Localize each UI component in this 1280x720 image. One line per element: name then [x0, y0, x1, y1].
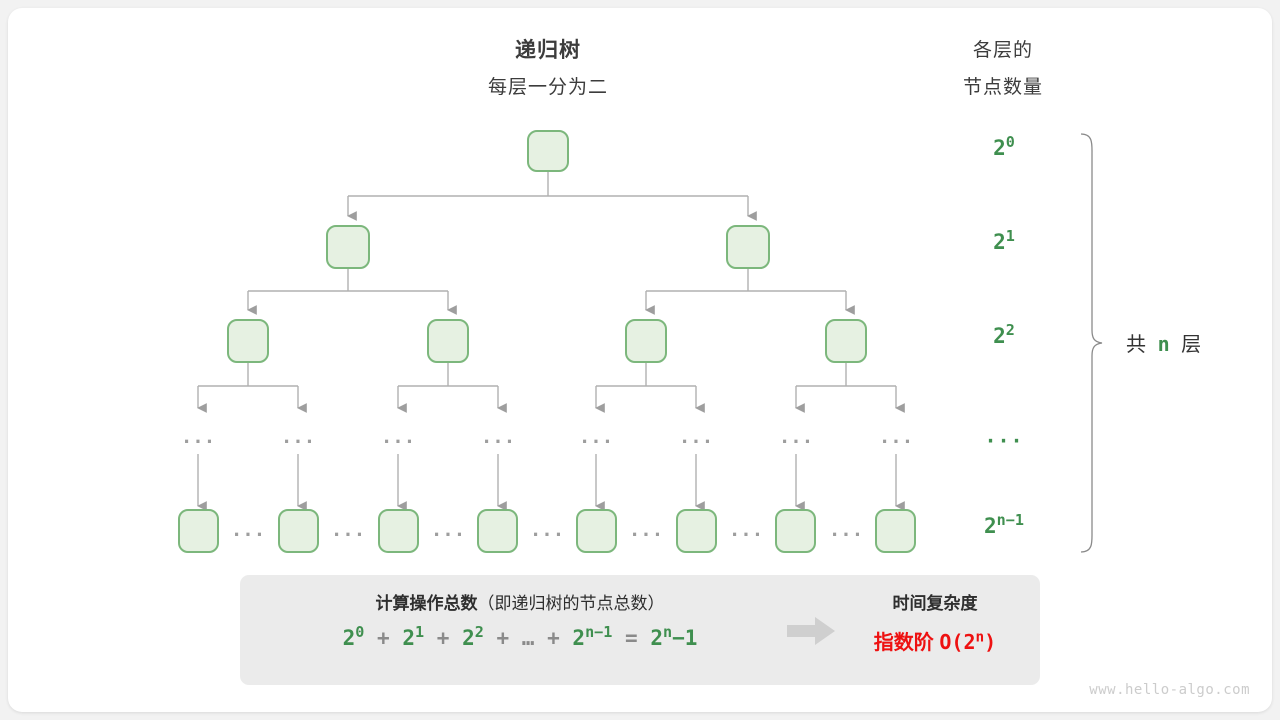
formula-term-1: 21 [402, 623, 425, 650]
svg-text:···: ··· [181, 431, 215, 453]
summary-right-value: 指数阶 O(2n) [840, 626, 1030, 655]
tree-node [178, 509, 219, 553]
tree-node [825, 319, 867, 363]
tree-node [527, 130, 569, 172]
total-layers-prefix: 共 [1126, 334, 1149, 356]
complexity-notation: O(2n) [939, 629, 997, 654]
svg-text:···: ··· [729, 524, 763, 546]
level-count-last: 2n−1 [984, 511, 1024, 538]
tree-nodes [178, 130, 916, 553]
formula-plus-0: + [377, 626, 390, 650]
level-count-1: 21 [993, 227, 1015, 254]
formula-result: 2n−1 [650, 623, 698, 650]
layer-count-brace [1080, 133, 1103, 553]
svg-text:···: ··· [431, 524, 465, 546]
tree-connectors [197, 170, 905, 511]
complexity-class-label: 指数阶 [873, 632, 934, 654]
watermark: www.hello-algo.com [1089, 682, 1250, 698]
formula-plus-2: + [496, 626, 510, 650]
svg-text:···: ··· [481, 431, 515, 453]
tree-node [227, 319, 269, 363]
svg-text:···: ··· [281, 431, 315, 453]
formula-term-0: 20 [342, 623, 365, 650]
svg-text:···: ··· [629, 524, 663, 546]
formula-equals: = [625, 626, 638, 650]
formula-plus-1: + [436, 626, 450, 650]
level-count-ellipsis: ··· [984, 429, 1024, 453]
svg-text:···: ··· [381, 431, 415, 453]
total-layers-label: 共 n 层 [1126, 328, 1204, 357]
tree-node [875, 509, 916, 553]
summary-left-block: 计算操作总数（即递归树的节点总数） 20 + 21 + 22 + … + 2n−… [260, 589, 780, 650]
tree-node [477, 509, 518, 553]
summary-left-title-paren: （即递归树的节点总数） [477, 594, 665, 613]
tree-node [775, 509, 816, 553]
summary-formula: 20 + 21 + 22 + … + 2n−1 = 2n−1 [260, 623, 780, 650]
svg-text:···: ··· [879, 431, 913, 453]
svg-text:···: ··· [829, 524, 863, 546]
summary-left-title-bold: 计算操作总数 [375, 594, 478, 613]
tree-node [278, 509, 319, 553]
formula-plus-3: + [547, 626, 560, 650]
total-layers-value: n [1157, 332, 1173, 356]
summary-left-title: 计算操作总数（即递归树的节点总数） [260, 589, 780, 614]
recursion-tree-graphic: ··· ··· ··· ··· ··· ··· ··· ··· ··· ··· … [178, 130, 1103, 553]
page-title: 递归树 [515, 39, 581, 62]
formula-ellipsis: … [521, 626, 535, 650]
right-header-line1: 各层的 [972, 40, 1033, 61]
tree-node [625, 319, 667, 363]
tree-node [676, 509, 717, 553]
right-arrow-icon [785, 615, 845, 647]
svg-text:···: ··· [779, 431, 813, 453]
tree-node [326, 225, 370, 269]
svg-text:···: ··· [231, 524, 265, 546]
total-layers-suffix: 层 [1181, 334, 1205, 356]
svg-text:···: ··· [530, 524, 564, 546]
tree-node [378, 509, 419, 553]
page-subtitle: 每层一分为二 [487, 77, 608, 98]
tree-node [576, 509, 617, 553]
svg-text:···: ··· [331, 524, 365, 546]
svg-text:···: ··· [679, 431, 713, 453]
bottom-row-separators: ··· ··· ··· ··· ··· ··· ··· [231, 524, 863, 546]
summary-right-block: 时间复杂度 指数阶 O(2n) [840, 589, 1030, 655]
level-count-0: 20 [993, 133, 1015, 160]
right-header-line2: 节点数量 [962, 77, 1043, 98]
tree-node [427, 319, 469, 363]
tree-ellipsis-row: ··· ··· ··· ··· ··· ··· ··· ··· [181, 431, 913, 453]
formula-term-4: 2n−1 [572, 623, 613, 650]
level-count-2: 22 [993, 321, 1015, 348]
diagram-card: 递归树 每层一分为二 各层的 节点数量 [8, 8, 1272, 712]
summary-right-title: 时间复杂度 [892, 594, 978, 613]
svg-text:···: ··· [579, 431, 613, 453]
tree-node [726, 225, 770, 269]
formula-term-2: 22 [462, 623, 484, 650]
summary-panel: 计算操作总数（即递归树的节点总数） 20 + 21 + 22 + … + 2n−… [240, 575, 1040, 685]
